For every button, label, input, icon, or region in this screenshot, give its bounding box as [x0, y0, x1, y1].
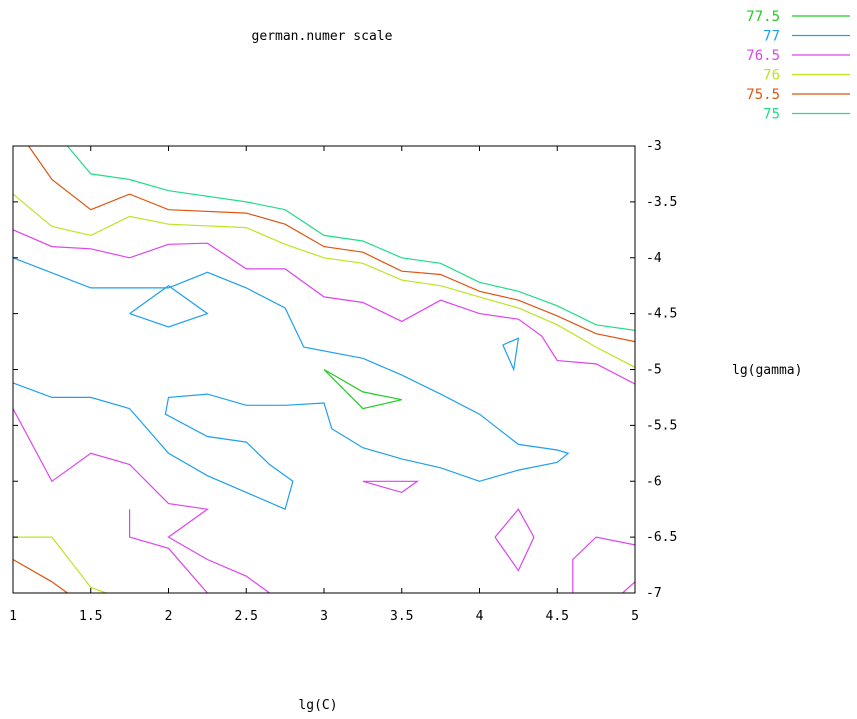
y-axis-label: lg(gamma) — [732, 363, 802, 378]
x-tick-label: 4 — [476, 609, 484, 624]
y-tick-label: -3 — [646, 139, 662, 154]
x-tick-label: 4.5 — [546, 609, 569, 624]
x-tick-label: 2.5 — [235, 609, 258, 624]
x-tick-label: 3 — [320, 609, 328, 624]
y-tick-label: -4 — [646, 251, 662, 266]
plot-area — [12, 145, 636, 594]
x-tick-label: 3.5 — [390, 609, 413, 624]
y-tick-label: -7 — [646, 586, 662, 601]
contour-line-76-5-0 — [12, 229, 636, 385]
legend-label: 76 — [763, 68, 780, 84]
y-axis: -3 -3.5 -4 -4.5 -5 -5.5 -6 -6.5 -7 — [13, 139, 677, 601]
contour-line-77-2 — [502, 337, 520, 372]
legend-label: 76.5 — [746, 48, 780, 64]
x-tick-label: 1 — [9, 609, 17, 624]
legend: 77.5 77 76.5 76 75.5 75 — [746, 9, 850, 123]
contour-line-76-5-1 — [12, 408, 270, 594]
y-tick-label: -6.5 — [646, 530, 677, 545]
contour-line-75-0 — [66, 145, 636, 331]
x-axis-label: lg(C) — [298, 698, 337, 713]
legend-label: 75 — [763, 107, 780, 123]
contour-line-77-0 — [12, 257, 570, 511]
contour-line-76-5-4 — [494, 508, 535, 572]
contour-line-76-5-3 — [362, 480, 420, 494]
x-tick-label: 1.5 — [79, 609, 102, 624]
y-tick-label: -3.5 — [646, 195, 677, 210]
contour-line-76-5-5 — [572, 536, 636, 593]
y-tick-label: -6 — [646, 474, 662, 489]
contour-line-75-5-1 — [12, 558, 68, 594]
chart-title: german.numer scale — [252, 29, 393, 44]
contour-line-76-5-2 — [129, 509, 208, 594]
x-tick-label: 5 — [631, 609, 639, 624]
contour-line-76-1 — [13, 536, 107, 594]
y-tick-label: -5 — [646, 363, 662, 378]
legend-label: 77 — [763, 29, 780, 45]
contour-line-76-0 — [12, 193, 636, 368]
legend-label: 75.5 — [746, 87, 780, 103]
contour-line-75-5-0 — [28, 145, 636, 343]
x-axis: 1 1.5 2 2.5 3 3.5 4 4.5 5 — [9, 146, 639, 624]
y-tick-label: -5.5 — [646, 418, 677, 433]
x-tick-label: 2 — [165, 609, 173, 624]
y-tick-label: -4.5 — [646, 307, 677, 322]
legend-label: 77.5 — [746, 9, 780, 25]
contour-line-77-1 — [129, 284, 209, 328]
contour-line-77-5-0 — [323, 368, 402, 410]
contour-line-76-5-6 — [622, 581, 636, 594]
